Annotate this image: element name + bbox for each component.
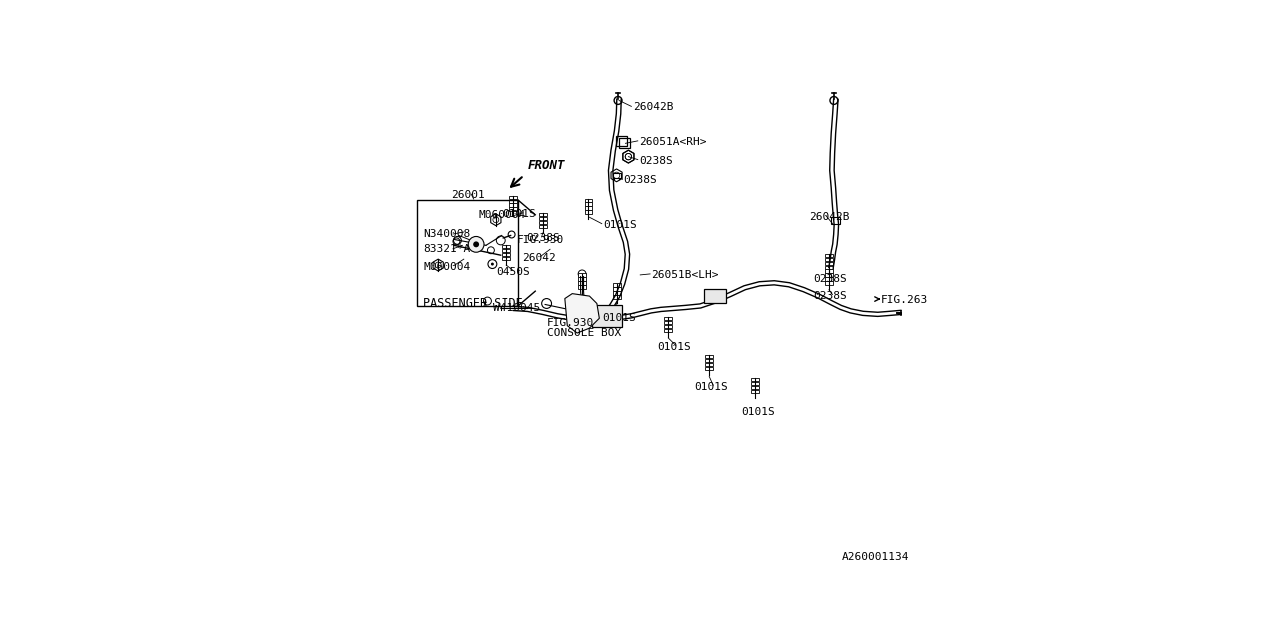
Bar (585, 198, 593, 202)
Bar (616, 136, 627, 146)
Bar (664, 321, 672, 324)
Bar (618, 138, 630, 148)
Bar (579, 285, 586, 289)
Bar (613, 287, 621, 291)
Text: PASSENGER SIDE: PASSENGER SIDE (424, 297, 524, 310)
Text: 0238S: 0238S (526, 234, 559, 243)
Bar (539, 213, 547, 216)
Text: 26051A<RH>: 26051A<RH> (639, 137, 707, 147)
Bar (579, 282, 586, 285)
Polygon shape (564, 294, 599, 333)
Text: 83321*A: 83321*A (424, 244, 471, 254)
Bar (826, 273, 833, 277)
Text: 0238S: 0238S (814, 291, 847, 301)
Text: M060004: M060004 (424, 262, 471, 271)
Text: M060004: M060004 (479, 210, 526, 220)
Bar (826, 269, 833, 273)
Text: N340008: N340008 (424, 230, 471, 239)
Bar (509, 200, 517, 203)
Text: A260001134: A260001134 (842, 552, 910, 563)
Bar (750, 390, 759, 393)
Text: 0101S: 0101S (603, 220, 636, 230)
Bar (704, 289, 726, 303)
Text: 0101S: 0101S (657, 342, 691, 352)
Bar (826, 258, 833, 261)
Text: 26051B<LH>: 26051B<LH> (652, 270, 718, 280)
Bar (502, 257, 511, 260)
Bar (826, 262, 833, 265)
Circle shape (468, 236, 484, 252)
Text: FIG.930: FIG.930 (547, 318, 594, 328)
Bar (613, 173, 621, 178)
Circle shape (474, 241, 479, 247)
Bar (591, 305, 622, 327)
Text: 26042: 26042 (522, 253, 556, 263)
Text: FIG.930: FIG.930 (517, 236, 564, 245)
Text: FRONT: FRONT (527, 159, 566, 172)
Bar (539, 225, 547, 228)
Bar (750, 382, 759, 385)
Text: 0238S: 0238S (623, 175, 657, 186)
Text: 26042B: 26042B (632, 102, 673, 113)
Bar (826, 253, 833, 257)
Bar (539, 217, 547, 220)
Bar (664, 328, 672, 332)
Bar (705, 367, 713, 370)
Bar (613, 284, 621, 287)
Text: 0238S: 0238S (814, 274, 847, 284)
Bar (585, 211, 593, 214)
Bar (613, 291, 621, 294)
Circle shape (492, 262, 494, 266)
Bar (502, 253, 511, 256)
Text: 0101S: 0101S (695, 382, 728, 392)
Bar (509, 204, 517, 207)
Bar (502, 249, 511, 252)
Bar (750, 378, 759, 381)
Text: 0450S: 0450S (497, 268, 530, 278)
Text: 26001: 26001 (452, 190, 485, 200)
Bar (826, 277, 833, 281)
Bar (579, 273, 586, 277)
Bar (509, 196, 517, 199)
Bar (509, 207, 517, 211)
Bar (826, 282, 833, 285)
Bar (705, 358, 713, 362)
Text: CONSOLE BOX: CONSOLE BOX (547, 328, 621, 338)
Bar (539, 221, 547, 224)
Bar (826, 266, 833, 269)
Bar (750, 386, 759, 389)
Bar (664, 317, 672, 320)
Text: W410045: W410045 (493, 303, 540, 314)
Text: 0101S: 0101S (741, 407, 774, 417)
Bar (502, 245, 511, 248)
Bar (705, 355, 713, 358)
Bar (585, 202, 593, 206)
Bar (831, 217, 840, 223)
Bar (417, 200, 518, 306)
Text: 0238S: 0238S (639, 156, 673, 166)
Bar (664, 324, 672, 328)
Text: 0101S: 0101S (502, 209, 536, 219)
Bar (613, 295, 621, 298)
Bar (585, 207, 593, 210)
Text: FIG.263: FIG.263 (881, 294, 928, 305)
Text: 0101S: 0101S (602, 313, 636, 323)
Text: 26042B: 26042B (809, 212, 849, 222)
Bar (705, 363, 713, 366)
Bar (579, 277, 586, 281)
